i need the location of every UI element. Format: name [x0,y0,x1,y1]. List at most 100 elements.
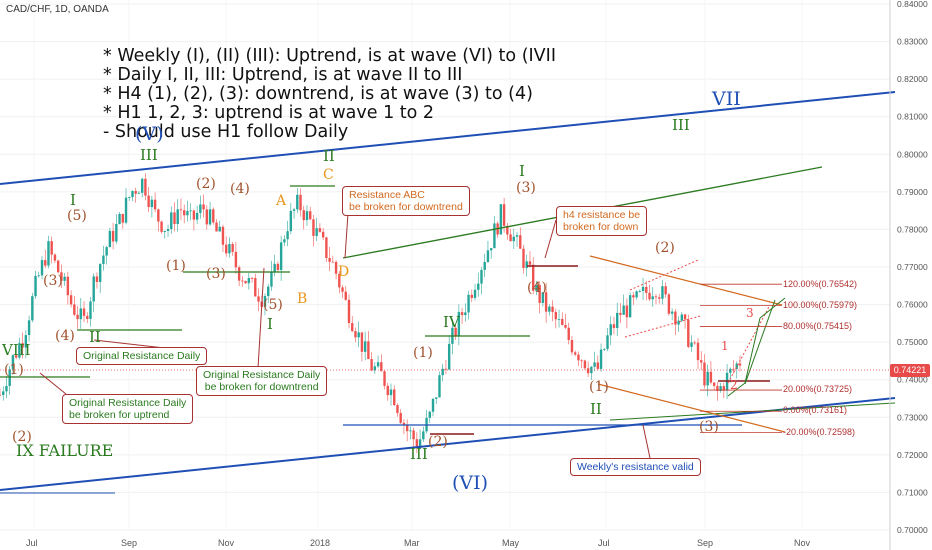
wave-label: VII [712,88,741,110]
candle-body [237,267,241,281]
candle-body [267,286,270,297]
candle-body [82,308,86,316]
candle-body [528,261,532,265]
wave-label: III [672,116,690,134]
candle-body [405,425,409,432]
wave-label: (4) [55,328,75,344]
y-tick-label: 0.74000 [897,375,928,385]
candle-body [321,231,325,238]
wave-label: II [590,400,602,418]
symbol-header: CAD/CHF, 1D, OANDA [6,4,109,15]
wave-label: III [140,146,158,164]
candle-body [186,210,189,216]
candle-body [515,235,519,237]
wave-label: IV [443,313,460,331]
candle-body [102,255,105,265]
x-tick-label: Nov [794,538,811,548]
lower-channel-line [0,397,896,491]
y-tick-label: 0.71000 [897,487,928,497]
candle-body [648,292,651,300]
wave-label: III [410,445,428,463]
candle-body [8,369,11,386]
candle-body [296,194,299,210]
candle-body [467,294,470,313]
wave-label: (1) [589,379,609,395]
y-tick-label: 0.78000 [897,224,928,234]
x-tick-label: Mar [404,538,420,548]
candle-body [638,290,642,292]
candle-body [554,311,558,320]
candle-body [635,291,638,298]
candle-body [202,204,205,210]
wave-label: 1 [721,339,729,353]
y-tick-label: 0.76000 [897,300,928,310]
wave-label: VIII [2,341,31,359]
candlestick-series [0,173,742,453]
candle-body [215,222,218,232]
wave-label: IX FAILURE [16,441,114,460]
candle-body [612,324,616,328]
candle-body [95,276,99,282]
y-tick-label: 0.72000 [897,450,928,460]
candle-body [577,354,580,361]
candle-body [609,324,612,336]
wave-label: (2) [428,434,448,450]
candle-body [351,323,354,332]
candle-body [583,360,587,369]
y-tick-label: 0.75000 [897,337,928,347]
candle-body [447,343,451,370]
candle-body [173,212,176,225]
candle-body [50,241,53,255]
y-tick-label: 0.84000 [897,0,928,9]
candle-body [661,286,664,299]
candle-body [512,236,515,242]
candle-body [428,411,431,418]
wave-label: (4) [527,280,547,296]
candle-body [389,389,393,396]
candle-body [341,287,344,292]
candle-body [283,239,286,243]
candle-body [338,273,341,288]
wave-label: II [89,328,101,346]
candle-body [292,209,296,211]
x-tick-label: Sep [121,538,138,548]
candle-body [157,209,160,222]
candle-body [654,296,658,298]
candle-body [628,295,632,318]
resistance-abc-callout: Resistance ABC be broken for downtrend [342,186,470,216]
candle-body [561,319,564,325]
note-line: * Daily I, II, III: Uptrend, is at wave … [103,65,463,85]
candle-body [674,311,677,325]
candle-body [286,231,289,240]
wave-label: A [276,193,287,209]
x-tick-label: Jul [26,538,38,548]
wave-label: I [70,191,76,209]
candle-body [73,304,76,315]
candle-body [457,312,461,336]
candle-body [98,264,102,282]
candle-body [79,308,82,320]
candle-body [160,221,163,232]
candle-body [27,320,31,336]
candle-body [732,368,735,370]
weekly-res-callout: Weekly's resistance valid [570,458,701,476]
candle-body [189,210,192,212]
candle-body [205,209,209,225]
candle-body [567,327,570,341]
candle-body [63,276,66,281]
candle-body [257,296,260,302]
candle-body [593,362,596,367]
candle-body [40,260,44,276]
candle-body [412,430,415,440]
candle-body [144,178,147,196]
candle-body [725,372,729,391]
candle-body [221,226,225,245]
y-tick-label: 0.82000 [897,74,928,84]
candle-body [735,363,738,369]
note-line: - Should use H1 follow Daily [103,122,349,142]
orig-res-daily-callout: Original Resistance Daily [76,347,208,365]
candle-body [231,244,234,252]
candle-body [254,278,257,297]
candle-body [557,319,561,320]
candle-body [480,269,483,284]
